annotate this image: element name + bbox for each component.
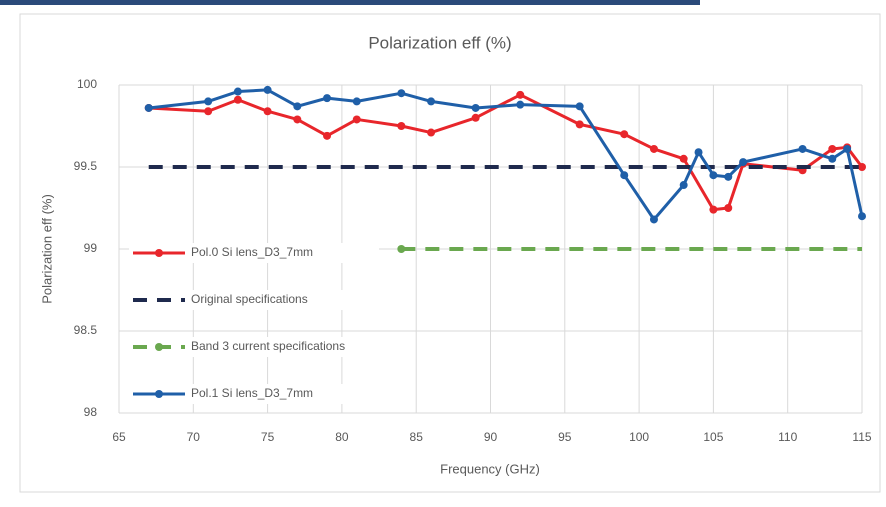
marker: [293, 115, 302, 124]
marker: [858, 212, 866, 221]
marker: [709, 205, 718, 214]
marker: [144, 103, 153, 112]
x-tick-label: 65: [112, 430, 126, 444]
marker: [323, 94, 332, 103]
marker: [204, 97, 213, 106]
marker: [620, 171, 629, 180]
marker: [233, 87, 242, 96]
marker: [516, 90, 525, 99]
y-tick-label: 98.5: [74, 323, 98, 337]
marker: [858, 163, 866, 171]
marker: [649, 144, 658, 153]
marker: [471, 103, 480, 112]
marker: [709, 171, 718, 180]
marker: [724, 204, 733, 212]
marker: [352, 115, 361, 124]
marker: [263, 85, 272, 94]
top-strip: [0, 0, 700, 5]
marker: [694, 148, 703, 157]
marker: [843, 144, 852, 153]
x-tick-label: 100: [629, 430, 649, 444]
legend-marker: [155, 343, 163, 351]
x-tick-label: 95: [558, 430, 572, 444]
marker: [397, 245, 406, 253]
marker: [739, 158, 748, 167]
legend-bg: [129, 384, 379, 404]
marker: [263, 107, 272, 116]
marker: [516, 100, 525, 109]
y-tick-label: 100: [77, 77, 97, 91]
x-tick-label: 115: [852, 430, 871, 444]
marker: [427, 97, 436, 106]
marker: [323, 131, 332, 140]
y-tick-label: 99.5: [74, 159, 98, 173]
marker: [828, 144, 837, 153]
marker: [828, 154, 837, 163]
legend-label: Band 3 current specifications: [191, 339, 345, 353]
marker: [679, 154, 688, 163]
marker: [293, 102, 302, 111]
marker: [575, 120, 584, 129]
y-tick-label: 98: [84, 405, 98, 419]
marker: [575, 102, 584, 111]
legend-bg: [129, 243, 379, 263]
y-tick-label: 99: [84, 241, 98, 255]
x-tick-label: 70: [187, 430, 201, 444]
marker: [397, 89, 406, 98]
legend-bg: [129, 290, 379, 310]
marker: [471, 113, 480, 122]
x-tick-label: 110: [778, 430, 797, 444]
marker: [427, 128, 436, 137]
legend-marker: [155, 249, 163, 257]
x-tick-label: 75: [261, 430, 275, 444]
marker: [352, 97, 361, 106]
legend-label: Pol.1 Si lens_D3_7mm: [191, 386, 313, 400]
y-axis-label: Polarization eff (%): [39, 194, 54, 304]
marker: [724, 172, 733, 181]
legend-label: Original specifications: [191, 292, 308, 306]
legend-label: Pol.0 Si lens_D3_7mm: [191, 245, 313, 259]
legend-bg: [129, 337, 379, 357]
marker: [679, 181, 688, 190]
marker: [397, 122, 406, 130]
x-tick-label: 85: [410, 430, 424, 444]
x-tick-label: 90: [484, 430, 498, 444]
chart-title: Polarization eff (%): [368, 33, 511, 52]
marker: [233, 95, 242, 104]
x-tick-label: 80: [335, 430, 349, 444]
x-tick-label: 105: [703, 430, 723, 444]
marker: [204, 107, 213, 116]
marker: [620, 130, 629, 139]
marker: [649, 215, 658, 224]
x-axis-label: Frequency (GHz): [440, 461, 540, 476]
marker: [798, 144, 807, 153]
legend-marker: [155, 390, 163, 398]
